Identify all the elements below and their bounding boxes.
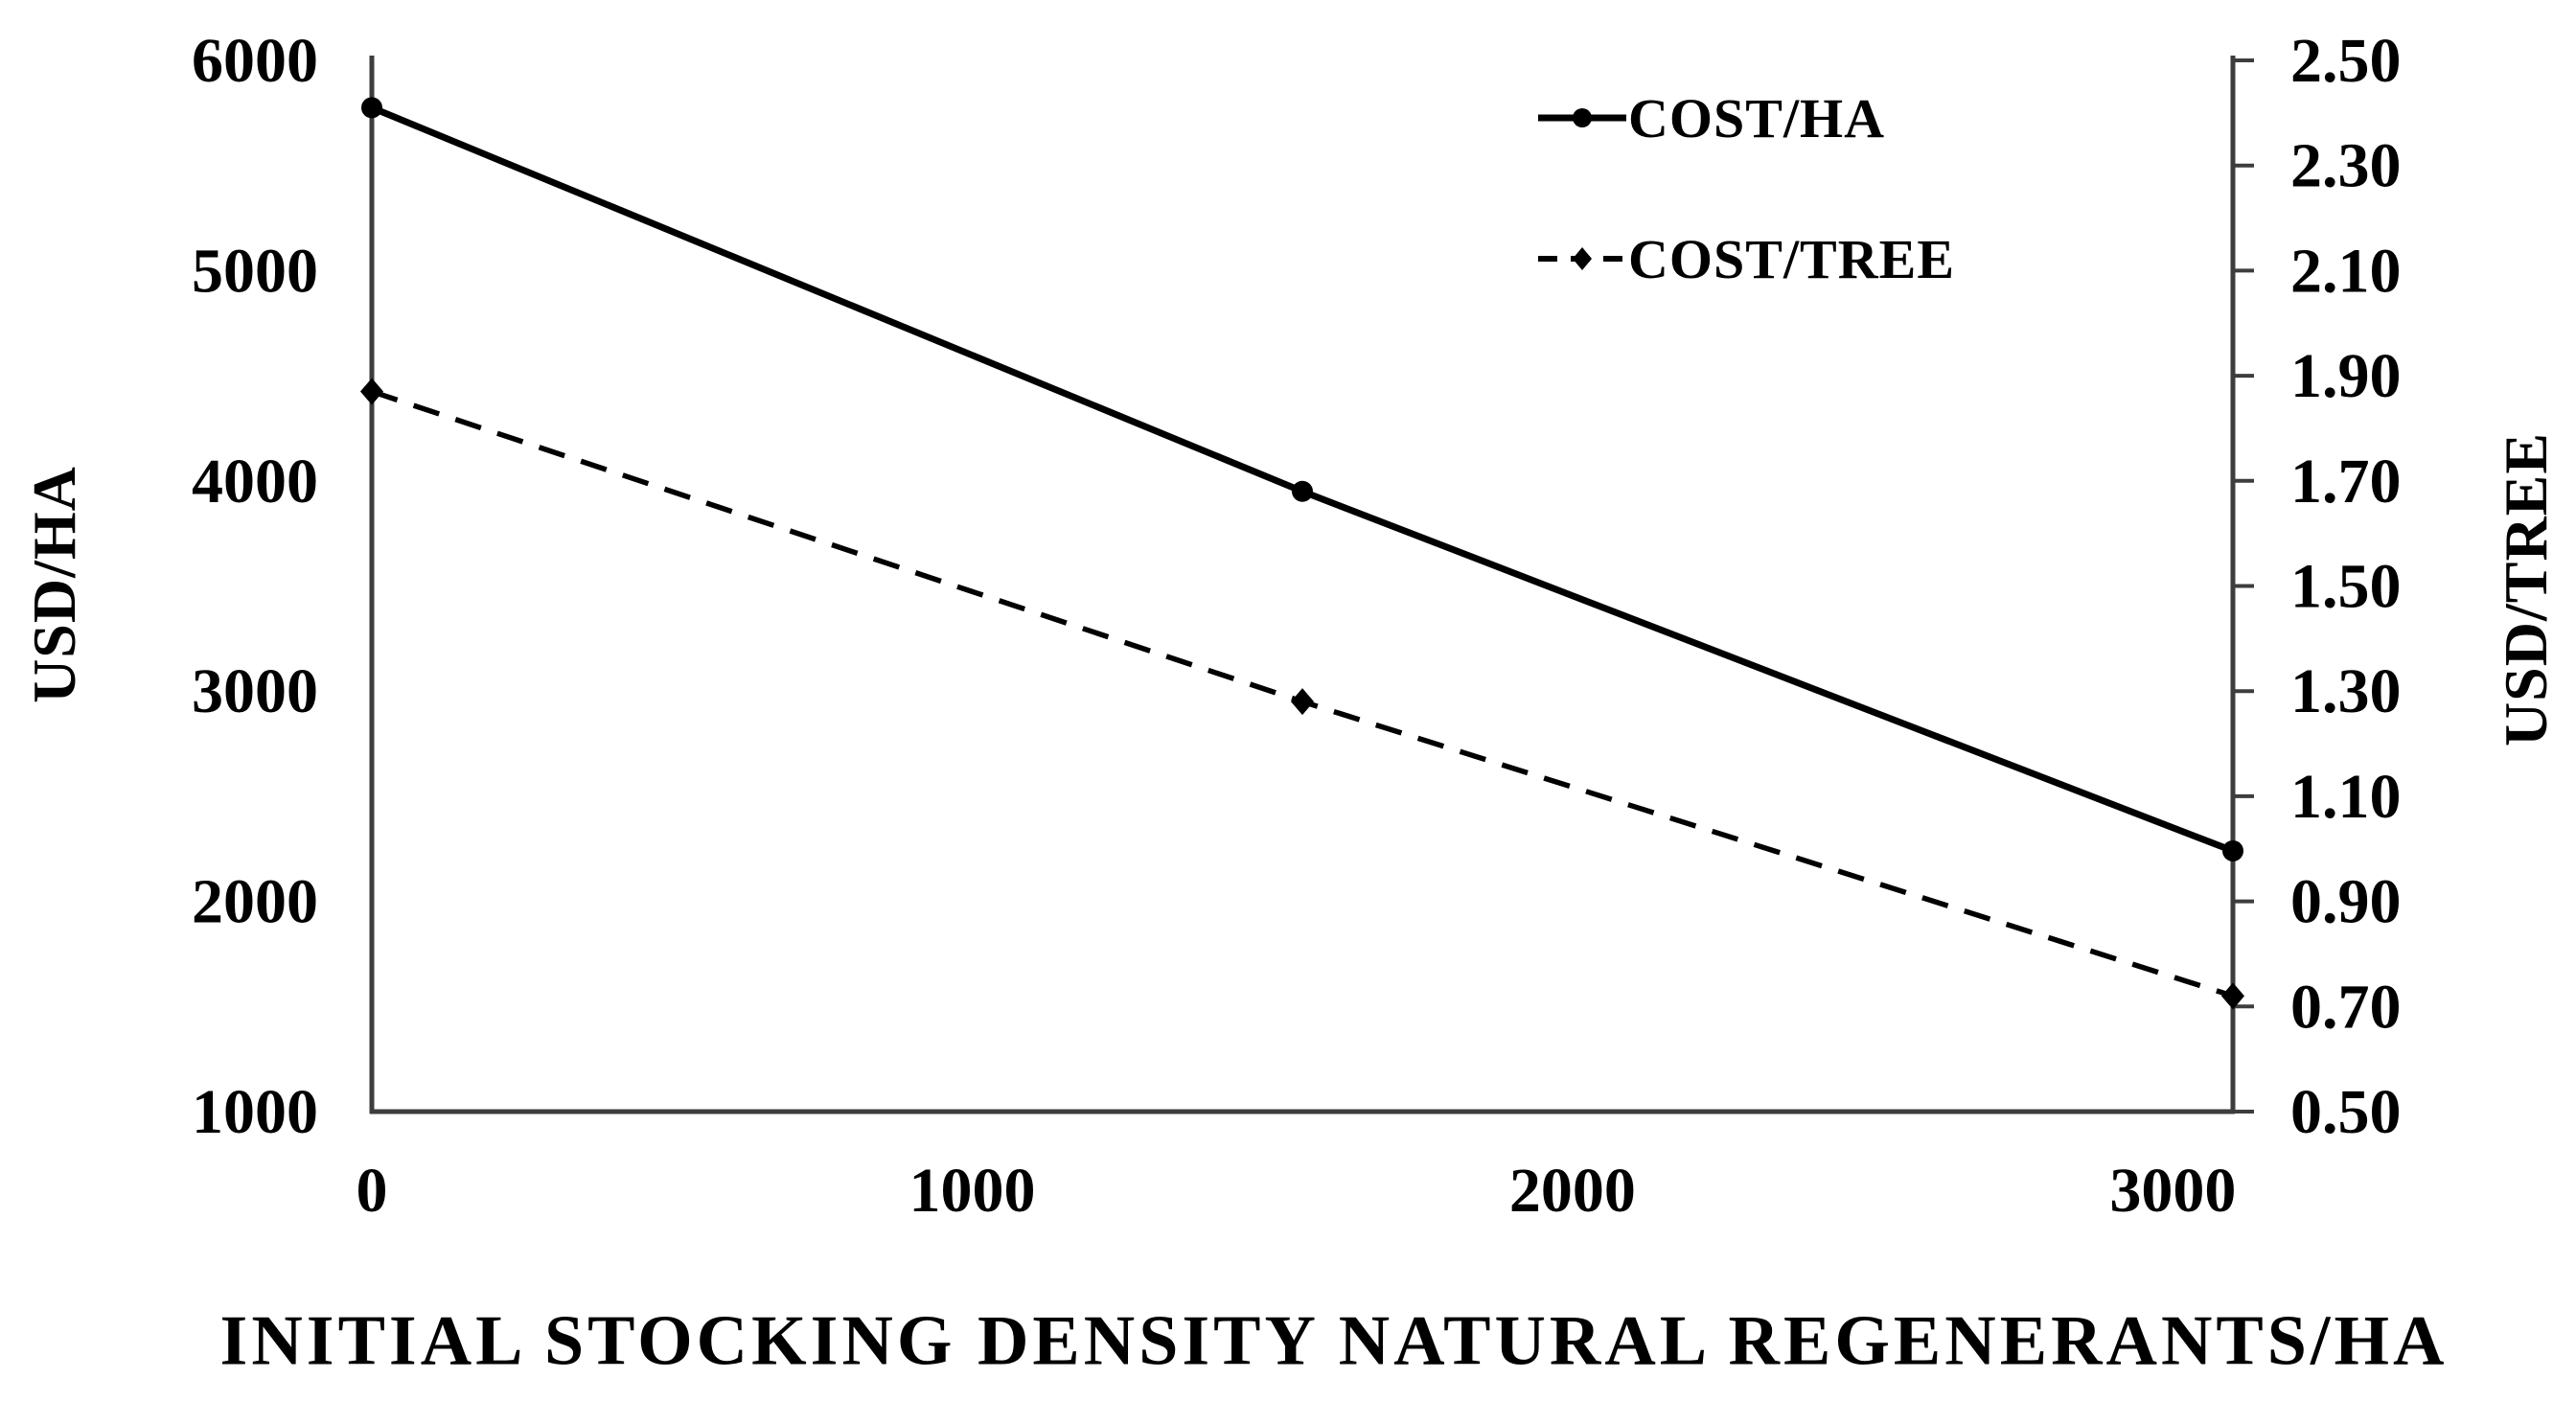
series-cost-tree-marker [360, 378, 383, 405]
legend-marker-cost-tree [1573, 247, 1592, 270]
legend-sample-solid-circle-icon [1538, 108, 1626, 127]
x-axis-label: INITIAL STOCKING DENSITY NATURAL REGENER… [219, 1301, 2449, 1381]
y-right-tick-label: 1.30 [2290, 656, 2402, 726]
y-right-tick-label: 0.50 [2290, 1077, 2402, 1147]
series-cost-ha-marker [2222, 839, 2243, 861]
y-right-tick-label: 1.50 [2290, 552, 2402, 622]
legend-label-cost-ha: COST/HA [1628, 86, 1886, 149]
legend-item-cost-ha: COST/HA [1536, 81, 1955, 154]
x-tick-label: 1000 [908, 1156, 1035, 1226]
y-left-tick-label: 4000 [192, 447, 318, 517]
legend-item-cost-tree: COST/TREE [1536, 222, 1955, 295]
y-left-tick-label: 5000 [192, 236, 318, 306]
y-left-tick-label: 6000 [192, 26, 318, 96]
legend-label-cost-tree: COST/TREE [1628, 227, 1955, 290]
x-tick-label: 2000 [1509, 1156, 1636, 1226]
x-tick-label: 3000 [2109, 1156, 2236, 1226]
y-right-tick-label: 1.90 [2290, 341, 2402, 411]
y-left-tick-label: 2000 [192, 867, 318, 937]
legend-sample-dashed-diamond-icon [1538, 247, 1626, 270]
y-axis-label-right: USD/TREE [2492, 431, 2560, 747]
y-right-tick-label: 1.70 [2290, 447, 2402, 517]
series-cost-ha-marker [361, 97, 382, 119]
y-right-tick-label: 2.50 [2290, 26, 2402, 96]
legend: COST/HA COST/TREE [1536, 81, 1955, 295]
legend-marker-cost-ha [1573, 108, 1592, 127]
series-cost-tree-marker [2221, 982, 2244, 1010]
y-axis-label-left: USD/HA [20, 466, 88, 703]
y-right-tick-label: 2.30 [2290, 131, 2402, 201]
x-tick-label: 0 [356, 1156, 388, 1226]
y-left-tick-label: 3000 [192, 656, 318, 726]
y-right-tick-label: 0.90 [2290, 867, 2402, 937]
y-left-tick-label: 1000 [192, 1077, 318, 1147]
series-cost-tree-marker [1291, 688, 1314, 716]
y-right-tick-label: 1.10 [2290, 762, 2402, 832]
y-right-tick-label: 2.10 [2290, 236, 2402, 306]
y-right-tick-label: 0.70 [2290, 972, 2402, 1042]
series-cost-ha-marker [1292, 480, 1313, 502]
